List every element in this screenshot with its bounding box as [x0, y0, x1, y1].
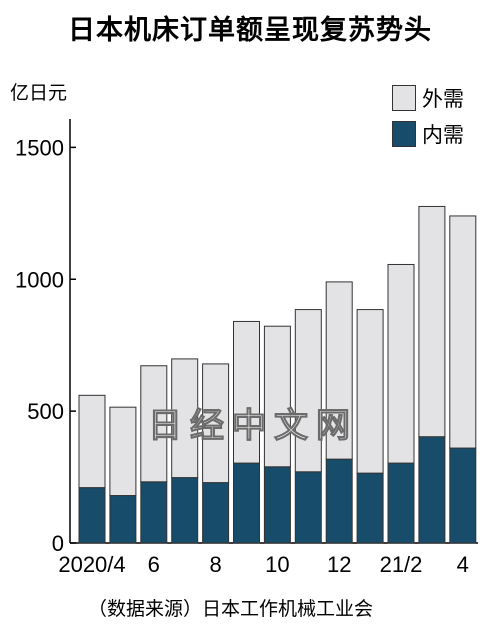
legend-item-domestic: 内需 — [392, 118, 464, 150]
legend: 外需 内需 — [392, 82, 464, 154]
legend-label-foreign: 外需 — [422, 87, 464, 111]
y-tick-label: 1500 — [15, 135, 64, 160]
x-tick-label: 4 — [457, 552, 469, 577]
bar-foreign — [263, 325, 291, 468]
y-axis-unit-label: 亿日元 — [10, 82, 68, 104]
bar-foreign — [356, 309, 384, 474]
x-tick-label: 2020/4 — [58, 552, 125, 577]
bar-foreign — [294, 309, 322, 473]
bar-foreign — [78, 394, 106, 489]
bar-foreign — [325, 281, 353, 460]
bar-domestic — [263, 466, 291, 544]
bar-domestic — [140, 481, 168, 544]
y-tick-label: 1000 — [15, 267, 64, 292]
bar-foreign — [171, 358, 199, 479]
x-tick-label: 10 — [265, 552, 289, 577]
bar-foreign — [233, 320, 260, 464]
bar-domestic — [294, 471, 322, 544]
y-tick-label: 0 — [52, 531, 64, 556]
x-tick-label: 6 — [148, 552, 160, 577]
bar-domestic — [109, 495, 137, 544]
bar-domestic — [233, 462, 260, 544]
bar-domestic — [356, 472, 384, 544]
chart-title: 日本机床订单额呈现复苏势头 — [68, 15, 432, 46]
bar-domestic — [78, 487, 106, 544]
x-tick-label: 8 — [209, 552, 221, 577]
bar-domestic — [418, 436, 446, 544]
bar-domestic — [387, 462, 415, 544]
legend-swatch-foreign — [392, 85, 416, 111]
watermark: 日经中文网 — [148, 406, 358, 447]
bar-foreign — [449, 215, 477, 449]
bar-foreign — [387, 263, 415, 464]
y-tick-label: 500 — [27, 399, 64, 424]
legend-label-domestic: 内需 — [422, 123, 464, 147]
bar-foreign — [418, 205, 446, 438]
bar-foreign — [202, 363, 230, 484]
data-source-note: （数据来源）日本工作机械工业会 — [88, 598, 374, 620]
bar-foreign — [109, 406, 137, 497]
bar-domestic — [202, 482, 230, 544]
bar-domestic — [325, 458, 353, 544]
bar-foreign — [140, 365, 168, 483]
x-tick-label: 12 — [327, 552, 351, 577]
bar-domestic — [449, 447, 477, 544]
legend-item-foreign: 外需 — [392, 82, 464, 114]
x-tick-label: 21/2 — [380, 552, 423, 577]
bar-domestic — [171, 477, 199, 544]
legend-swatch-domestic — [392, 121, 416, 147]
